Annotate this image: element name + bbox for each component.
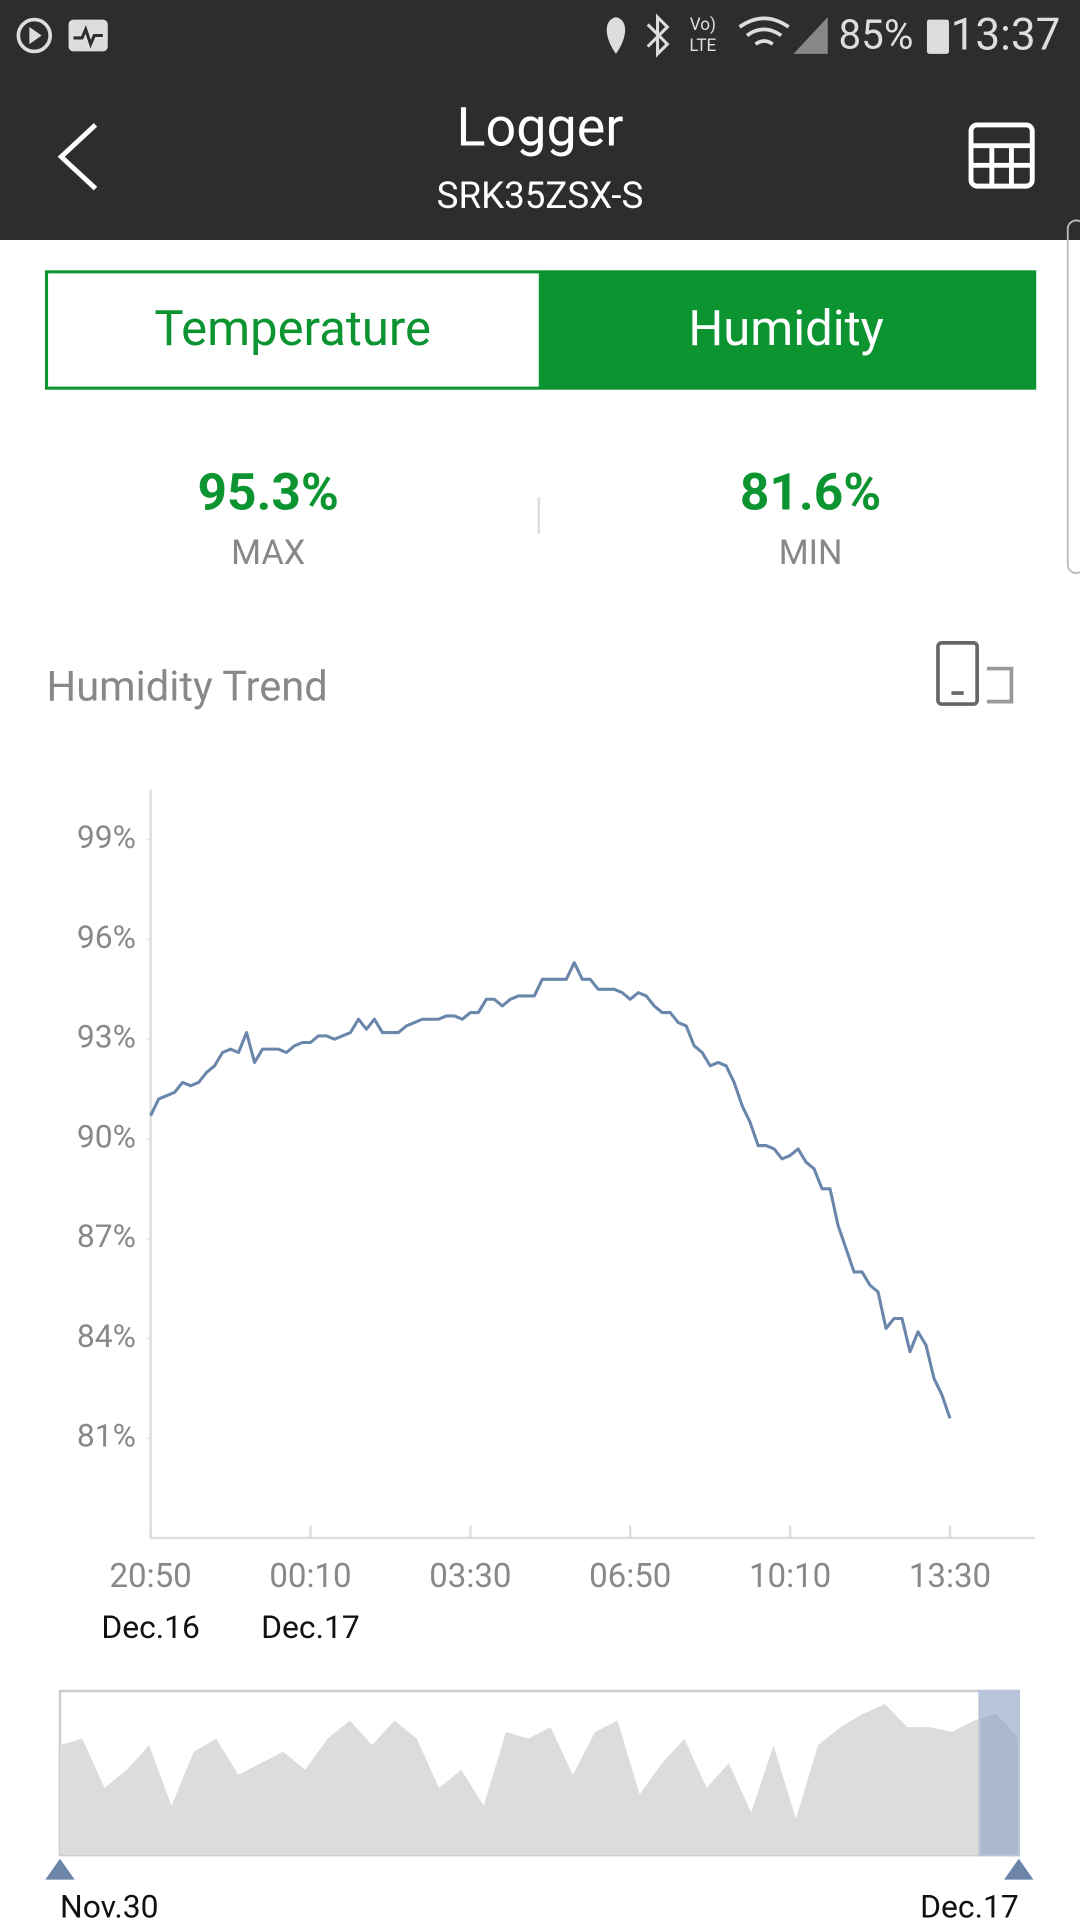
header-subtitle: SRK35ZSX-S bbox=[437, 174, 644, 217]
x-tick-label: 20:50 bbox=[109, 1557, 191, 1596]
overview-start-label: Nov.30 bbox=[60, 1887, 159, 1920]
x-tick-label: 10:10 bbox=[749, 1557, 831, 1596]
x-tick-label: 13:30 bbox=[909, 1557, 991, 1596]
side-handle bbox=[1066, 219, 1080, 574]
y-tick-label: 93% bbox=[77, 1018, 136, 1056]
status-icon bbox=[73, 25, 103, 49]
overview-area bbox=[60, 1704, 1019, 1856]
table-button[interactable] bbox=[968, 122, 1035, 189]
bluetooth-icon bbox=[646, 13, 670, 58]
back-button[interactable] bbox=[57, 123, 98, 191]
x-tick-date: Dec.17 bbox=[261, 1608, 360, 1646]
section-title: Humidity Trend bbox=[47, 662, 328, 711]
y-tick-label: 96% bbox=[77, 918, 136, 956]
header-title: Logger bbox=[456, 96, 623, 159]
x-tick-label: 03:30 bbox=[429, 1557, 511, 1596]
y-tick-label: 99% bbox=[77, 818, 136, 856]
location-icon bbox=[606, 17, 626, 54]
data-line bbox=[149, 961, 952, 1419]
y-tick-label: 81% bbox=[77, 1417, 136, 1455]
x-tick-label: 00:10 bbox=[269, 1557, 351, 1596]
overview-end-label: Dec.17 bbox=[920, 1887, 1019, 1920]
overview-selection bbox=[978, 1689, 1021, 1857]
chart: 81% 84% 87% 90% 93% 96% 99% 20:50 Dec.16 00:10 Dec… bbox=[77, 789, 1035, 1646]
tab-label[interactable]: Temperature bbox=[154, 300, 431, 357]
clock: 13:37 bbox=[951, 9, 1061, 61]
tab-selected[interactable] bbox=[538, 271, 1035, 389]
stat-value: 95.3% bbox=[197, 461, 338, 522]
stat-label: MIN bbox=[779, 533, 843, 573]
rotate-button[interactable] bbox=[936, 641, 1014, 706]
x-tick-date: Dec.16 bbox=[101, 1608, 200, 1646]
y-tick-label: 84% bbox=[77, 1317, 136, 1355]
overview: Nov.30 Dec.17 bbox=[45, 1689, 1034, 1920]
tab-label[interactable]: Humidity bbox=[688, 300, 884, 357]
volte-label: Vo) bbox=[690, 15, 716, 35]
volte-label: LTE bbox=[689, 36, 716, 56]
battery-level: 85% bbox=[838, 12, 913, 59]
top-bar bbox=[0, 0, 1080, 240]
x-tick-label: 06:50 bbox=[589, 1557, 671, 1596]
range-handle bbox=[45, 1858, 75, 1880]
status-icon bbox=[16, 17, 53, 54]
range-handle bbox=[1004, 1858, 1034, 1880]
stat-label: MAX bbox=[231, 533, 305, 573]
y-tick-label: 90% bbox=[77, 1117, 136, 1155]
wifi-icon bbox=[738, 16, 790, 46]
status-icon bbox=[29, 26, 42, 45]
battery-icon bbox=[926, 19, 949, 54]
y-tick-label: 87% bbox=[77, 1217, 136, 1255]
stat-value: 81.6% bbox=[740, 461, 881, 522]
